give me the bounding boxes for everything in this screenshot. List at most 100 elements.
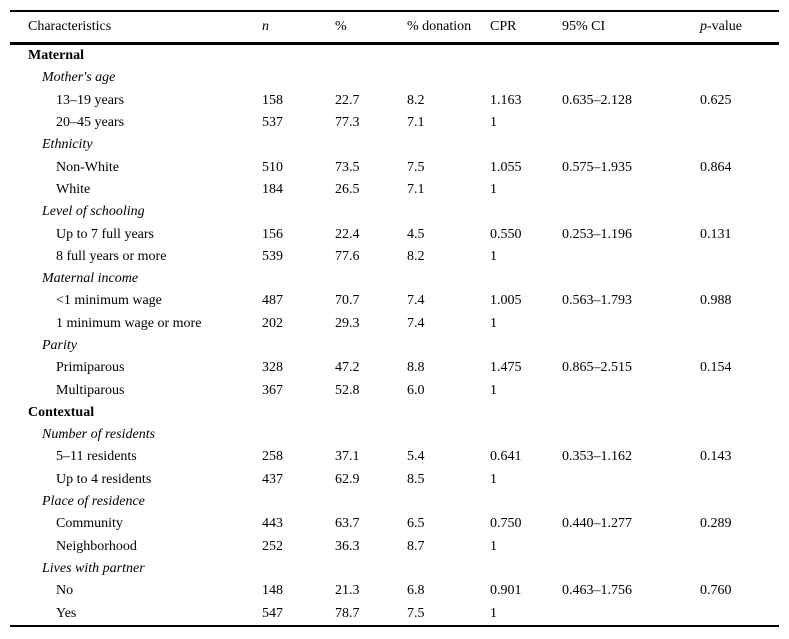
cell-p bbox=[700, 602, 779, 625]
cell-cpr bbox=[490, 201, 562, 223]
column-header-n: n bbox=[262, 11, 335, 45]
column-header-ci: 95% CI bbox=[562, 11, 700, 45]
cell-cpr: 1 bbox=[490, 115, 497, 131]
cell-n: 547 bbox=[262, 605, 283, 621]
cell-n: 437 bbox=[262, 471, 283, 487]
column-header-cpr: CPR bbox=[490, 11, 562, 45]
cell-ci bbox=[562, 469, 700, 491]
cell-donation: 7.5 bbox=[407, 605, 425, 621]
cell-label: Mother's age bbox=[42, 70, 116, 86]
cell-label: Parity bbox=[42, 338, 77, 353]
cell-cpr bbox=[490, 402, 562, 424]
cell-cpr: 0.750 bbox=[490, 516, 522, 532]
cell-cpr bbox=[490, 134, 562, 156]
cell-ci: 0.463–1.756 bbox=[562, 583, 632, 599]
table-row: Contextual bbox=[10, 402, 779, 424]
cell-pct bbox=[335, 491, 407, 513]
cell-pct: 36.3 bbox=[335, 538, 360, 554]
cell-p bbox=[700, 44, 779, 68]
cell-ci bbox=[562, 201, 700, 223]
characteristics-table: Characteristics n%% donation CPR 95% CI p-va… bbox=[10, 10, 779, 627]
cell-n: 158 bbox=[262, 92, 283, 108]
cell-n: 148 bbox=[262, 583, 283, 599]
cell-cpr: 1.163 bbox=[490, 92, 522, 108]
cell-n bbox=[262, 67, 335, 89]
cell-p: 0.988 bbox=[700, 293, 732, 309]
cell-pct: 73.5 bbox=[335, 159, 360, 175]
cell-donation: 8.8 bbox=[407, 360, 425, 376]
cell-p bbox=[700, 424, 779, 446]
cell-n: 156 bbox=[262, 226, 283, 242]
cell-donation bbox=[407, 67, 490, 89]
table-row: Level of schooling bbox=[10, 201, 779, 223]
cell-ci: 0.865–2.515 bbox=[562, 360, 632, 376]
cell-donation bbox=[407, 335, 490, 357]
cell-cpr bbox=[490, 424, 562, 446]
table-row: Maternal bbox=[10, 44, 779, 68]
cell-ci bbox=[562, 268, 700, 290]
cell-label: Ethnicity bbox=[42, 137, 93, 153]
column-header-pct: % bbox=[335, 11, 407, 45]
cell-label: 20–45 years bbox=[56, 115, 125, 131]
cell-label: Maternal bbox=[28, 48, 84, 64]
table-row: 5–11 residents 258 37.1 5.4 0.641 0.353–1.162… bbox=[10, 446, 779, 468]
cell-ci bbox=[562, 67, 700, 89]
cell-donation bbox=[407, 402, 490, 424]
cell-label: Neighborhood bbox=[56, 538, 137, 554]
cell-ci bbox=[562, 335, 700, 357]
cell-p bbox=[700, 112, 779, 134]
cell-ci bbox=[562, 424, 700, 446]
cell-n: 539 bbox=[262, 248, 283, 264]
table-row: Maternal income bbox=[10, 268, 779, 290]
cell-pct bbox=[335, 402, 407, 424]
cell-ci bbox=[562, 491, 700, 513]
cell-p: 0.864 bbox=[700, 159, 732, 175]
cell-donation: 6.8 bbox=[407, 583, 425, 599]
cell-pct bbox=[335, 268, 407, 290]
table-row: Number of residents bbox=[10, 424, 779, 446]
table-row: Up to 7 full years 156 22.4 4.5 0.550 0.253–1… bbox=[10, 223, 779, 245]
cell-pct: 78.7 bbox=[335, 605, 360, 621]
column-header-p: p-value bbox=[700, 11, 779, 45]
column-header-label: Characteristics bbox=[10, 11, 262, 45]
cell-ci: 0.575–1.935 bbox=[562, 159, 632, 175]
cell-donation: 8.5 bbox=[407, 471, 425, 487]
cell-pct: 62.9 bbox=[335, 471, 360, 487]
cell-n: 328 bbox=[262, 360, 283, 376]
cell-cpr: 1 bbox=[490, 538, 497, 554]
cell-donation: 7.5 bbox=[407, 159, 425, 175]
table-row: Neighborhood 252 36.3 8.7 1 bbox=[10, 536, 779, 558]
cell-p: 0.289 bbox=[700, 516, 732, 532]
cell-p: 0.143 bbox=[700, 449, 732, 465]
column-header-donation: % donation bbox=[407, 11, 490, 45]
cell-ci bbox=[562, 44, 700, 68]
cell-cpr: 1 bbox=[490, 471, 497, 487]
cell-donation: 6.5 bbox=[407, 516, 425, 532]
cell-pct: 37.1 bbox=[335, 449, 360, 465]
cell-ci: 0.353–1.162 bbox=[562, 449, 632, 465]
cell-donation: 6.0 bbox=[407, 382, 425, 398]
cell-p bbox=[700, 268, 779, 290]
cell-label: <1 minimum wage bbox=[56, 293, 162, 309]
cell-n bbox=[262, 402, 335, 424]
table-row: Parity bbox=[10, 335, 779, 357]
cell-n bbox=[262, 335, 335, 357]
cell-pct: 77.3 bbox=[335, 115, 360, 131]
cell-donation bbox=[407, 424, 490, 446]
cell-n bbox=[262, 491, 335, 513]
cell-cpr bbox=[490, 491, 562, 513]
table-row: No 148 21.3 6.8 0.901 0.463–1.756 0.760 bbox=[10, 580, 779, 602]
cell-donation: 5.4 bbox=[407, 449, 425, 465]
cell-p bbox=[700, 402, 779, 424]
cell-donation: 8.2 bbox=[407, 248, 425, 264]
table-row: Ethnicity bbox=[10, 134, 779, 156]
cell-donation: 4.5 bbox=[407, 226, 425, 242]
cell-cpr: 1 bbox=[490, 181, 497, 197]
cell-n bbox=[262, 268, 335, 290]
cell-donation: 7.4 bbox=[407, 293, 425, 309]
cell-p: 0.154 bbox=[700, 360, 732, 376]
cell-donation: 7.1 bbox=[407, 181, 425, 197]
cell-ci: 0.440–1.277 bbox=[562, 516, 632, 532]
cell-ci bbox=[562, 179, 700, 201]
cell-cpr: 0.550 bbox=[490, 226, 522, 242]
